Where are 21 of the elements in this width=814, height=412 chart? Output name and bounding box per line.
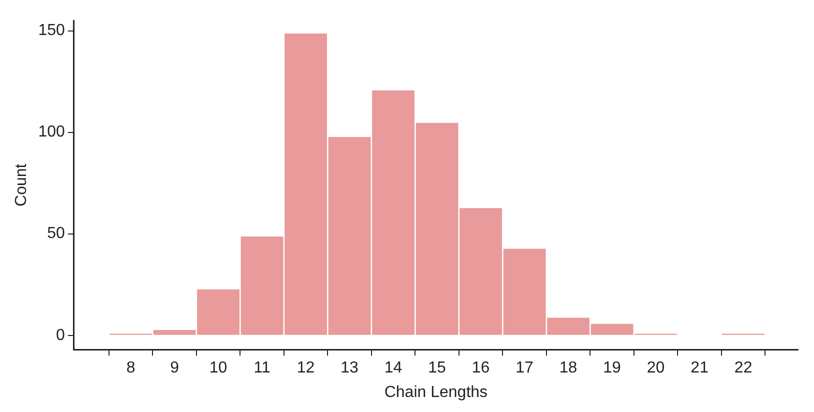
x-tick-label: 8 — [126, 360, 136, 377]
x-tick-label: 18 — [559, 360, 578, 377]
y-tick-label: 100 — [38, 124, 65, 141]
x-tick-label: 20 — [646, 360, 665, 377]
x-tick-label: 16 — [472, 360, 490, 377]
x-tick-label: 10 — [209, 360, 228, 377]
x-tick-label: 19 — [603, 360, 622, 377]
x-tick-label: 17 — [516, 360, 534, 377]
y-axis-title: Count — [13, 163, 30, 206]
x-tick-label: 15 — [428, 360, 446, 377]
x-axis-title: Chain Lengths — [384, 384, 488, 401]
x-tick-label: 14 — [384, 360, 402, 377]
x-tick-label: 12 — [296, 360, 315, 377]
x-tick-label: 21 — [690, 360, 709, 377]
y-tick-label: 0 — [56, 326, 65, 344]
y-tick-label: 150 — [38, 22, 65, 40]
y-tick-label: 50 — [47, 225, 65, 242]
x-tick-label: 13 — [340, 360, 359, 377]
x-tick-label: 22 — [734, 360, 752, 377]
x-tick-label: 11 — [254, 360, 270, 377]
x-tick-label: 9 — [170, 360, 180, 377]
